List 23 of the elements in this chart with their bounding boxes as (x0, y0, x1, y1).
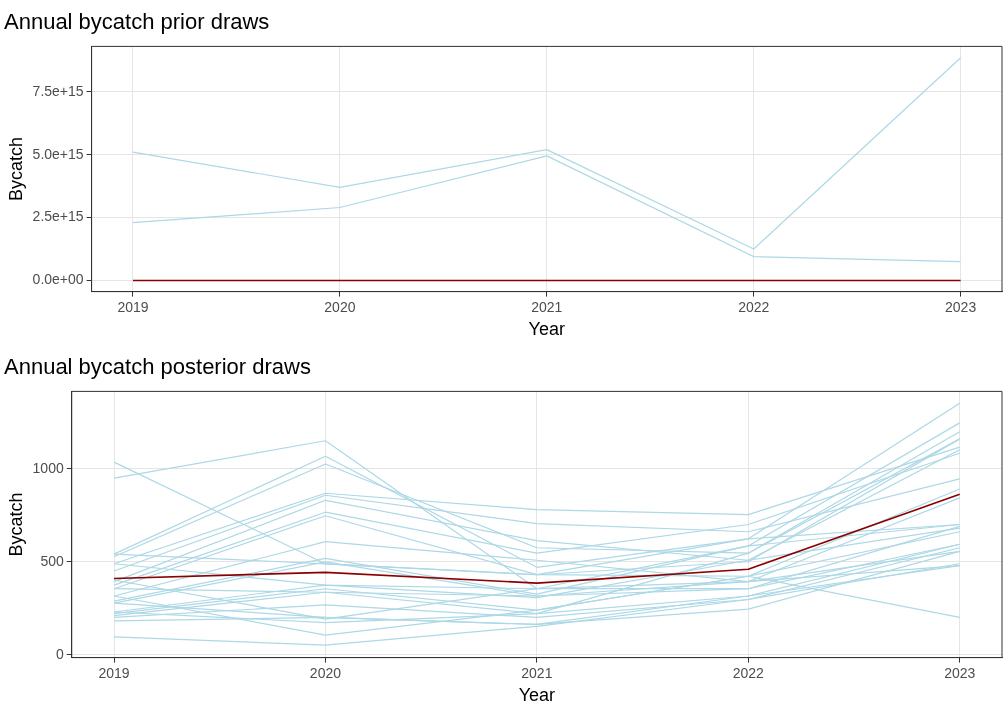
chart-title: Annual bycatch prior draws (4, 9, 270, 35)
y-tick-label: 500 (40, 552, 64, 569)
x-tick-label: 2019 (117, 298, 149, 315)
x-axis-title: Year (528, 319, 565, 340)
y-tick-label: 7.5e+15 (32, 82, 84, 99)
chart-title: Annual bycatch posterior draws (4, 354, 311, 380)
y-tick-label: 1000 (32, 459, 64, 476)
x-tick-label: 2021 (521, 664, 553, 681)
x-tick-label: 2022 (738, 298, 770, 315)
y-tick-label: 5.0e+15 (32, 145, 84, 162)
y-tick-label: 0 (55, 645, 64, 662)
y-axis-title: Bycatch (5, 492, 26, 557)
x-tick-label: 2021 (531, 298, 563, 315)
y-tick-label: 2.5e+15 (32, 208, 84, 225)
x-tick-label: 2022 (732, 664, 765, 681)
x-tick-label: 2023 (945, 298, 977, 315)
x-tick-label: 2020 (309, 664, 342, 681)
y-axis-title: Bycatch (5, 136, 26, 202)
x-tick-label: 2023 (944, 664, 976, 681)
x-tick-label: 2019 (98, 664, 130, 681)
y-tick-label: 0.0e+00 (32, 271, 84, 288)
x-tick-label: 2020 (324, 298, 356, 315)
x-axis-title: Year (518, 685, 556, 706)
